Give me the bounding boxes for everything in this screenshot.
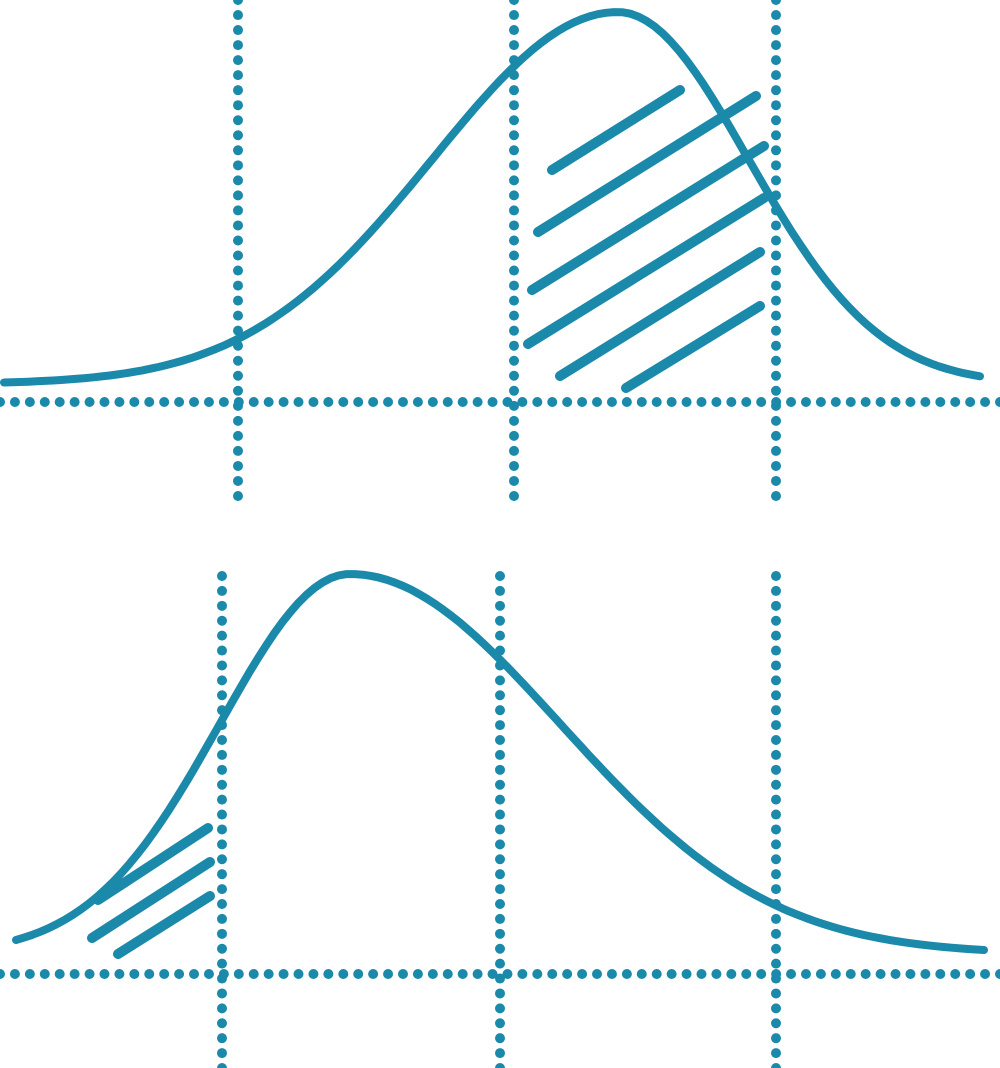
shaded-region-hatch	[528, 90, 764, 388]
grid-vline	[771, 0, 781, 501]
hatch-line	[560, 252, 760, 376]
grid-vline	[771, 571, 781, 1068]
distribution-curve	[4, 12, 980, 382]
shaded-region-hatch	[92, 828, 210, 954]
grid-vline	[495, 571, 505, 1068]
grid-hline	[0, 397, 1000, 407]
grid-vline	[233, 0, 243, 501]
panel-bottom	[0, 571, 1000, 1068]
grid-vline	[217, 571, 227, 1068]
panel-top	[0, 0, 1000, 501]
hatch-line	[92, 862, 210, 938]
hatch-line	[118, 896, 210, 954]
